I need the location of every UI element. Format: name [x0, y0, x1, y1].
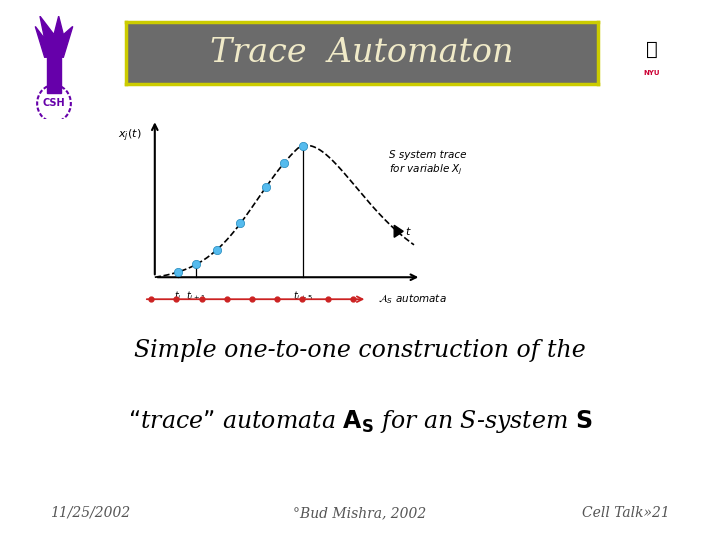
- Text: “trace” automata $\mathbf{A_S}$ for an S-system $\mathbf{S}$: “trace” automata $\mathbf{A_S}$ for an S…: [127, 408, 593, 435]
- Text: $t_i$: $t_i$: [174, 289, 182, 303]
- Bar: [48, 56, 60, 93]
- Text: 🌸: 🌸: [646, 40, 657, 59]
- Text: $t_{i+5}$: $t_{i+5}$: [292, 289, 312, 303]
- Text: Simple one-to-one construction of the: Simple one-to-one construction of the: [134, 340, 586, 362]
- Text: Cell Talk»21: Cell Talk»21: [582, 506, 670, 520]
- Text: CSH: CSH: [42, 98, 66, 109]
- Text: $t_{i+1}$: $t_{i+1}$: [186, 289, 206, 303]
- Text: 11/25/2002: 11/25/2002: [50, 506, 130, 520]
- Text: $t$: $t$: [405, 225, 412, 237]
- Text: S system trace
for variable $X_j$: S system trace for variable $X_j$: [389, 150, 467, 177]
- Text: $x_j(t)$: $x_j(t)$: [118, 127, 141, 144]
- Polygon shape: [395, 225, 403, 237]
- Text: °Bud Mishra, 2002: °Bud Mishra, 2002: [293, 506, 427, 520]
- Text: $\mathcal{A}_S$ automata: $\mathcal{A}_S$ automata: [378, 292, 446, 306]
- Polygon shape: [35, 16, 73, 57]
- Text: NYU: NYU: [644, 70, 660, 76]
- Text: Trace  Automaton: Trace Automaton: [210, 37, 513, 69]
